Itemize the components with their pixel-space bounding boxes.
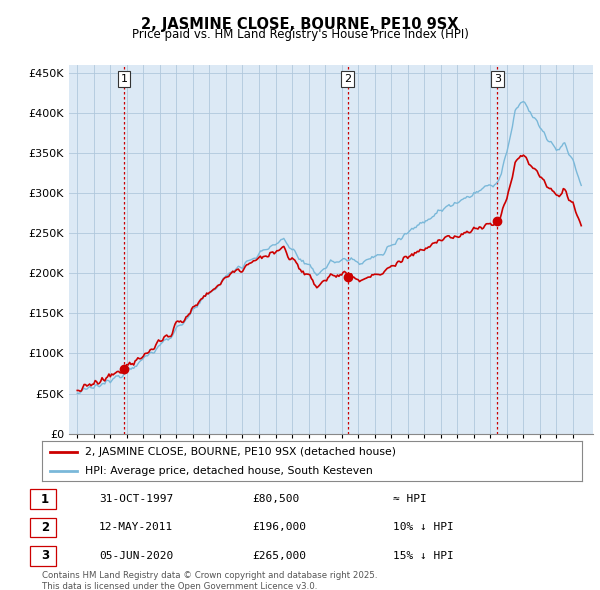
Text: 2: 2 (41, 521, 49, 534)
Text: 2, JASMINE CLOSE, BOURNE, PE10 9SX (detached house): 2, JASMINE CLOSE, BOURNE, PE10 9SX (deta… (85, 447, 396, 457)
Text: 10% ↓ HPI: 10% ↓ HPI (393, 523, 454, 532)
Text: 31-OCT-1997: 31-OCT-1997 (99, 494, 173, 504)
Text: 05-JUN-2020: 05-JUN-2020 (99, 551, 173, 560)
Text: 12-MAY-2011: 12-MAY-2011 (99, 523, 173, 532)
Text: 3: 3 (41, 549, 49, 562)
Text: £80,500: £80,500 (252, 494, 299, 504)
Text: 1: 1 (41, 493, 49, 506)
Text: £265,000: £265,000 (252, 551, 306, 560)
Text: 15% ↓ HPI: 15% ↓ HPI (393, 551, 454, 560)
Text: 2, JASMINE CLOSE, BOURNE, PE10 9SX: 2, JASMINE CLOSE, BOURNE, PE10 9SX (141, 17, 459, 31)
Text: 3: 3 (494, 74, 501, 84)
Text: £196,000: £196,000 (252, 523, 306, 532)
Text: Price paid vs. HM Land Registry's House Price Index (HPI): Price paid vs. HM Land Registry's House … (131, 28, 469, 41)
Text: HPI: Average price, detached house, South Kesteven: HPI: Average price, detached house, Sout… (85, 466, 373, 476)
Text: 1: 1 (121, 74, 128, 84)
Text: Contains HM Land Registry data © Crown copyright and database right 2025.
This d: Contains HM Land Registry data © Crown c… (42, 571, 377, 590)
Text: ≈ HPI: ≈ HPI (393, 494, 427, 504)
Text: 2: 2 (344, 74, 351, 84)
